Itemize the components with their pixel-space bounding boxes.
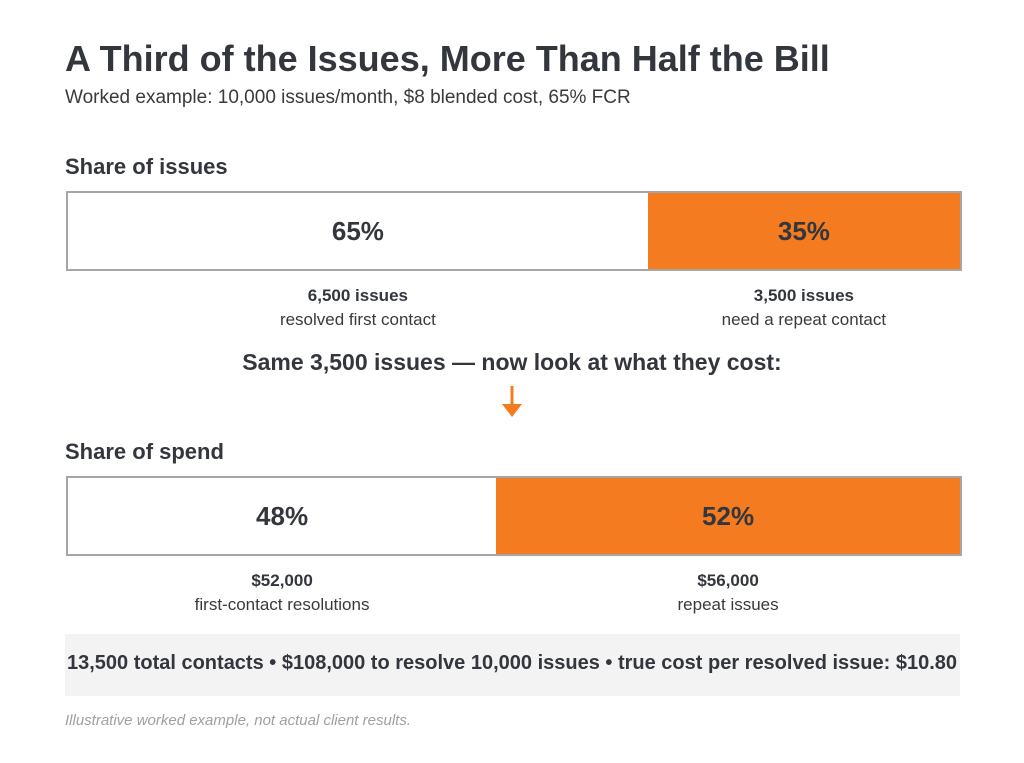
issues-caption-first-contact-count: 6,500 issues	[307, 286, 408, 305]
spend-caption-repeat-amount: $56,000	[697, 571, 759, 590]
spend-stacked-bar: 48% 52%	[66, 476, 962, 556]
chart-subtitle: Worked example: 10,000 issues/month, $8 …	[65, 87, 631, 108]
spend-segment-repeat-label: 52%	[702, 500, 755, 531]
issues-section-label: Share of issues	[65, 154, 228, 179]
issues-stacked-bar: 65% 35%	[66, 191, 962, 271]
issues-caption-first-contact-desc: resolved first contact	[279, 310, 436, 329]
issues-segment-repeat-label: 35%	[777, 215, 830, 246]
transition-text: Same 3,500 issues — now look at what the…	[242, 349, 782, 375]
spend-caption-repeat: $56,000 repeat issues	[578, 569, 878, 617]
issues-segment-repeat: 35%	[647, 193, 960, 269]
spend-segment-first-contact-label: 48%	[256, 500, 309, 531]
down-arrow-icon	[502, 386, 522, 417]
issues-caption-repeat-count: 3,500 issues	[753, 286, 854, 305]
issues-segment-first-contact: 65%	[68, 193, 648, 269]
spend-caption-first-contact-desc: first-contact resolutions	[194, 595, 370, 614]
spend-section-label: Share of spend	[65, 439, 224, 464]
issues-caption-repeat: 3,500 issues need a repeat contact	[654, 284, 954, 332]
spend-segment-first-contact: 48%	[68, 478, 497, 554]
spend-caption-repeat-desc: repeat issues	[677, 595, 779, 614]
footnote: Illustrative worked example, not actual …	[65, 712, 411, 729]
summary-text: 13,500 total contacts • $108,000 to reso…	[66, 652, 958, 674]
spend-caption-first-contact-amount: $52,000	[251, 571, 313, 590]
issues-segment-first-contact-label: 65%	[331, 215, 384, 246]
summary-box	[65, 634, 960, 696]
chart-title: A Third of the Issues, More Than Half th…	[65, 38, 830, 79]
spend-caption-first-contact: $52,000 first-contact resolutions	[132, 569, 432, 617]
issues-caption-first-contact: 6,500 issues resolved first contact	[208, 284, 508, 332]
issues-caption-repeat-desc: need a repeat contact	[721, 310, 887, 329]
spend-segment-repeat: 52%	[496, 478, 960, 554]
